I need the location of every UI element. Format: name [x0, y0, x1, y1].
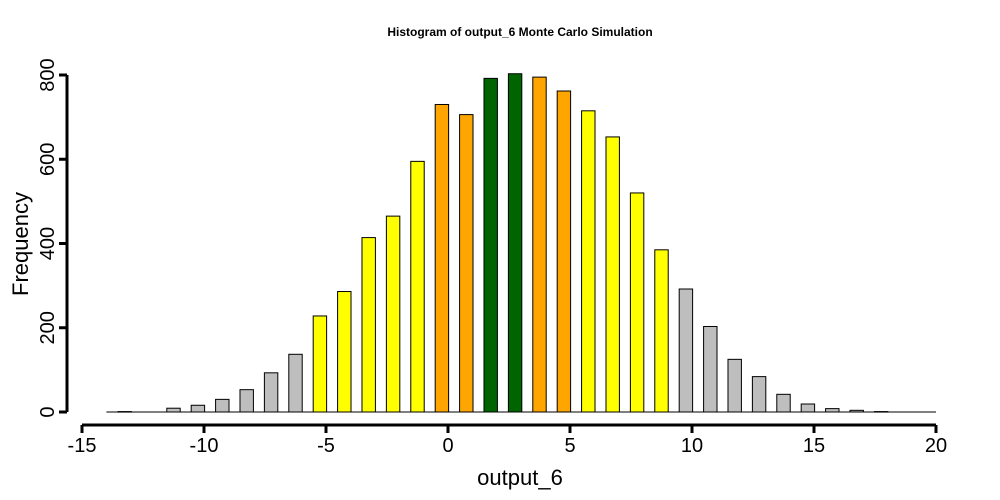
- x-tick-label: -10: [190, 435, 219, 457]
- histogram-bar: [654, 249, 669, 413]
- histogram-bar: [410, 160, 425, 413]
- y-axis-label: Frequency: [8, 192, 33, 296]
- histogram-bar: [703, 325, 718, 413]
- histogram-bar: [751, 376, 767, 413]
- histogram-bar: [678, 288, 694, 413]
- histogram-bar: [556, 90, 572, 413]
- histogram-bar: [215, 398, 230, 413]
- bars: [117, 73, 889, 413]
- y-tick-label: 800: [37, 58, 59, 91]
- histogram-bar: [361, 237, 376, 413]
- histogram-bar: [239, 389, 254, 413]
- histogram-bar: [434, 103, 450, 413]
- x-tick-label: -15: [68, 435, 97, 457]
- y-tick-label: 600: [37, 143, 59, 176]
- histogram-bar: [337, 291, 352, 413]
- chart-title: Histogram of output_6 Monte Carlo Simula…: [387, 25, 652, 39]
- histogram-bar: [166, 407, 181, 413]
- histogram-bar: [385, 215, 401, 413]
- histogram-bar: [800, 403, 816, 413]
- histogram-bar: [605, 136, 620, 413]
- histogram-bar: [312, 315, 328, 413]
- histogram-bar: [507, 73, 523, 413]
- histogram-bar: [776, 393, 791, 413]
- y-axis: 0 200 400 600 800: [37, 58, 69, 418]
- histogram-bar: [581, 110, 596, 413]
- y-tick-label: 200: [37, 311, 59, 344]
- histogram-bar: [825, 408, 840, 413]
- histogram-bar: [190, 404, 206, 413]
- histogram-bar: [629, 192, 645, 413]
- histogram-bar: [532, 76, 547, 413]
- histogram-bar: [263, 372, 279, 413]
- histogram-bar: [483, 77, 498, 413]
- x-tick-label: 10: [681, 435, 703, 457]
- x-tick-label: 15: [803, 435, 825, 457]
- histogram-bar: [288, 353, 303, 413]
- x-tick-label: -5: [317, 435, 335, 457]
- x-axis-label: output_6: [477, 465, 563, 490]
- y-tick-label: 400: [37, 227, 59, 260]
- x-tick-label: 20: [925, 435, 947, 457]
- histogram-bar: [727, 358, 742, 413]
- x-axis: -15 -10 -5 0 5 10 15 20: [68, 423, 947, 457]
- y-tick-label: 0: [37, 406, 59, 417]
- x-tick-label: 5: [564, 435, 575, 457]
- histogram-bar: [459, 114, 474, 413]
- x-tick-label: 0: [442, 435, 453, 457]
